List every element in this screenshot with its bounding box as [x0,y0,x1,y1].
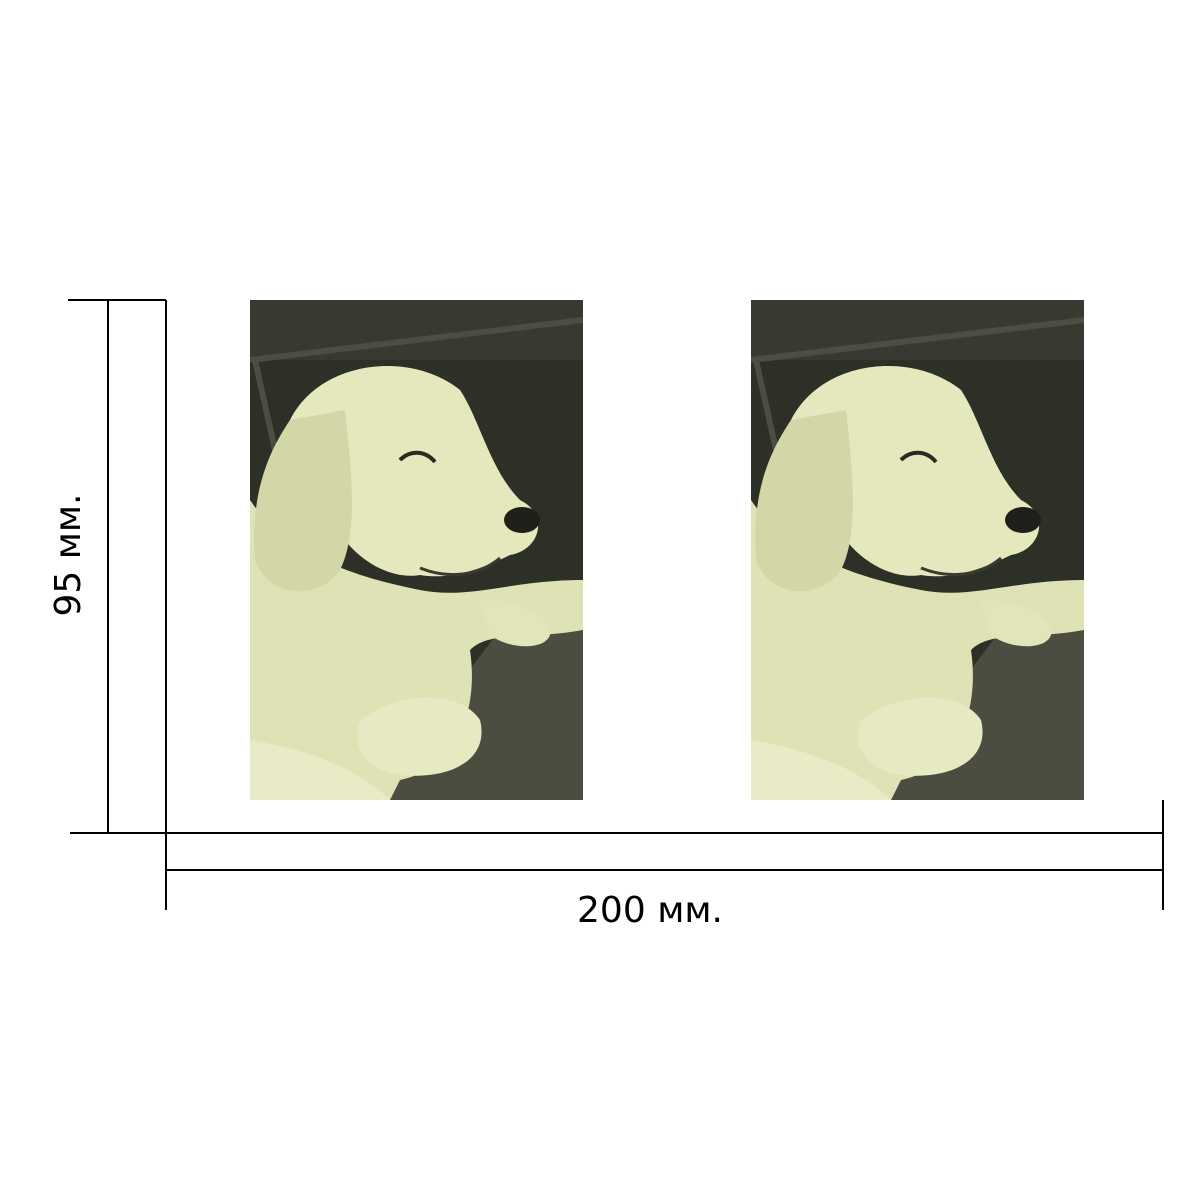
width-dimension [165,800,1164,910]
photo-right [751,300,1084,800]
height-dimension [68,299,167,834]
width-label: 200 мм. [577,890,723,931]
height-label: 95 мм. [48,493,89,616]
photo-left [250,300,583,800]
